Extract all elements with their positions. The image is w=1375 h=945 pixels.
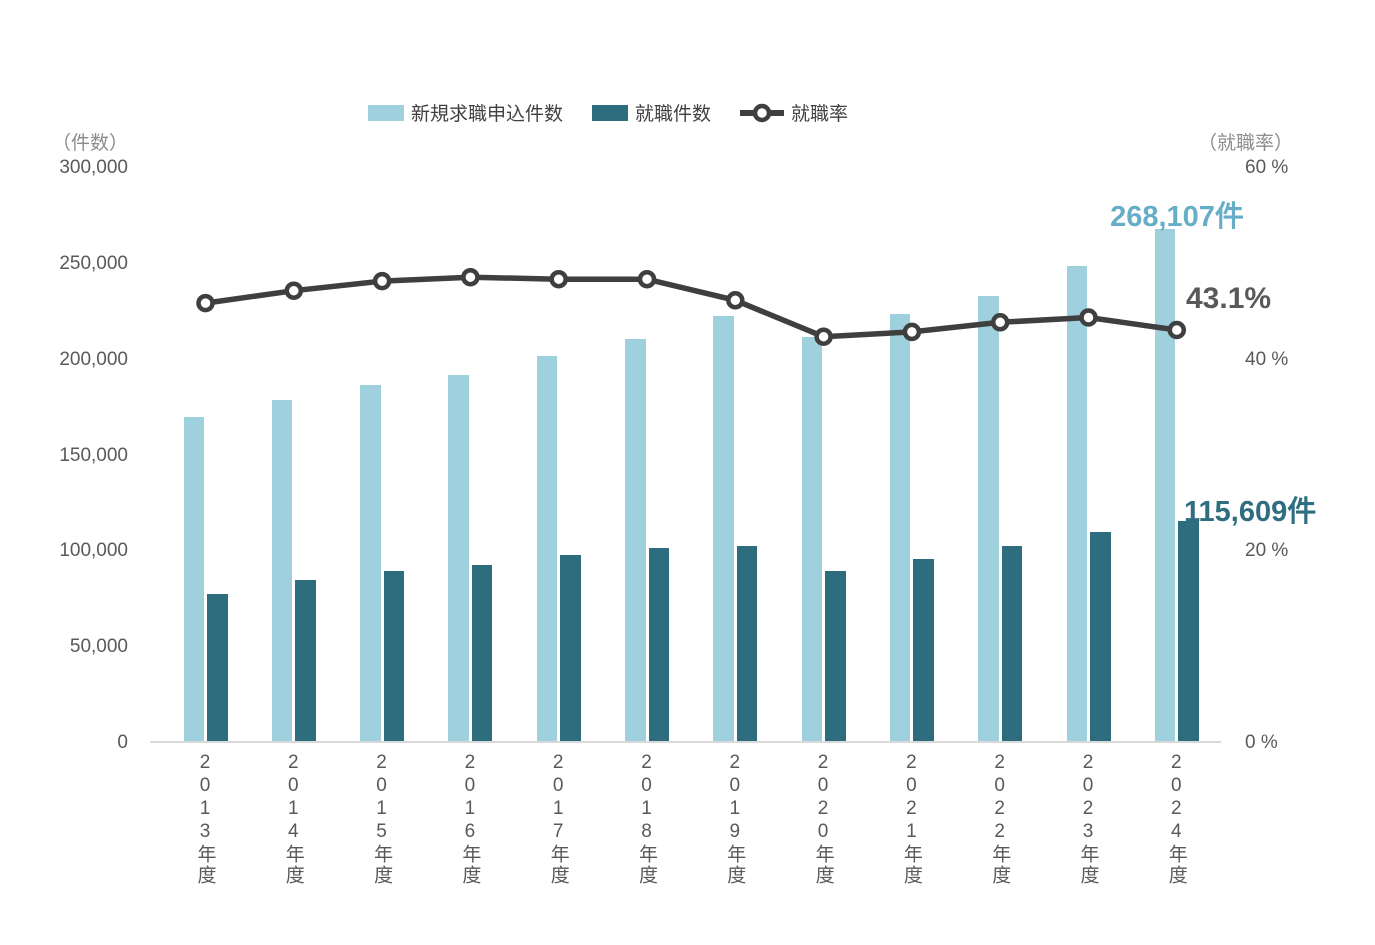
bar-applications-2014年度 bbox=[271, 399, 293, 743]
rate-line-layer bbox=[196, 267, 1187, 346]
bar-placements-2014年度 bbox=[295, 580, 316, 743]
legend-swatch-placements-icon bbox=[592, 104, 629, 121]
rate-marker-2017年度 bbox=[549, 269, 568, 289]
xlabel-2015年度: 2015年度 bbox=[371, 752, 393, 886]
bar-applications-2018年度 bbox=[625, 338, 646, 743]
xlabel-2021年度: 2021年度 bbox=[900, 752, 922, 886]
rate-marker-2018年度 bbox=[637, 269, 657, 289]
annotation-applications-2024: 268,107件 bbox=[1110, 201, 1244, 233]
bar-placements-2013年度 bbox=[207, 593, 228, 743]
legend-label-rate: 就職率 bbox=[791, 104, 849, 125]
bar-applications-2022年度 bbox=[978, 296, 999, 743]
bar-applications-2023年度 bbox=[1066, 265, 1087, 743]
rate-marker-2022年度 bbox=[990, 313, 1010, 332]
rate-marker-2021年度 bbox=[902, 322, 922, 342]
legend-label-placements: 就職件数 bbox=[635, 104, 712, 125]
rate-line bbox=[205, 274, 1178, 340]
annotation-placements-2024: 115,609件 bbox=[1184, 496, 1317, 528]
legend-swatch-applications-icon bbox=[368, 104, 404, 121]
rate-marker-2019年度 bbox=[726, 291, 745, 310]
ytick-left-2: 200,000 bbox=[59, 348, 128, 370]
x-axis-line bbox=[150, 741, 1221, 743]
bar-placements-2018年度 bbox=[648, 547, 669, 743]
ytick-left-6: 0 bbox=[117, 732, 128, 753]
xlabel-2019年度: 2019年度 bbox=[724, 752, 746, 886]
xlabel-2016年度: 2016年度 bbox=[459, 752, 481, 886]
bar-applications-2021年度 bbox=[889, 313, 911, 743]
xlabel-2018年度: 2018年度 bbox=[636, 752, 657, 886]
xlabel-2020年度: 2020年度 bbox=[812, 752, 834, 886]
ytick-right-3: 0 % bbox=[1245, 732, 1278, 753]
bar-placements-2023年度 bbox=[1090, 532, 1111, 743]
xlabel-2017年度: 2017年度 bbox=[547, 752, 569, 886]
xlabel-2013年度: 2013年度 bbox=[194, 752, 216, 886]
xlabel-2024年度: 2024年度 bbox=[1165, 752, 1187, 886]
rate-marker-2016年度 bbox=[461, 267, 480, 287]
rate-marker-2023年度 bbox=[1079, 308, 1098, 327]
rate-marker-2015年度 bbox=[372, 271, 392, 291]
xlabel-2023年度: 2023年度 bbox=[1077, 752, 1099, 886]
legend-line-marker-icon bbox=[740, 103, 785, 122]
bar-applications-2019年度 bbox=[713, 315, 734, 743]
rate-marker-2013年度 bbox=[196, 293, 215, 313]
ytick-left-1: 250,000 bbox=[59, 252, 128, 274]
ytick-right-0: 60 % bbox=[1245, 157, 1289, 178]
legend-label-applications: 新規求職申込件数 bbox=[411, 104, 564, 125]
bar-applications-2020年度 bbox=[801, 336, 823, 743]
xlabel-2014年度: 2014年度 bbox=[282, 752, 304, 886]
bar-placements-2022年度 bbox=[1001, 545, 1023, 743]
bar-placements-2024年度 bbox=[1178, 521, 1199, 743]
bar-placements-2021年度 bbox=[913, 559, 934, 743]
rate-marker-2024年度 bbox=[1167, 320, 1187, 340]
legend-item-applications: 新規求職申込件数 bbox=[368, 99, 563, 126]
legend-item-placements: 就職件数 bbox=[592, 99, 711, 126]
bar-applications-2016年度 bbox=[448, 375, 469, 743]
bar-applications-2017年度 bbox=[536, 355, 558, 743]
rate-marker-2020年度 bbox=[814, 327, 833, 346]
rate-marker-2014年度 bbox=[284, 281, 304, 300]
bar-applications-2013年度 bbox=[183, 417, 204, 743]
legend-item-rate: 就職率 bbox=[740, 99, 848, 126]
plot-area bbox=[150, 168, 1221, 743]
bar-applications-2024年度 bbox=[1154, 229, 1176, 743]
annotation-rate-2024: 43.1% bbox=[1186, 282, 1272, 315]
left-axis-unit-label: （件数） bbox=[51, 133, 128, 154]
ytick-right-1: 40 % bbox=[1245, 348, 1289, 370]
bar-placements-2019年度 bbox=[736, 545, 758, 743]
ytick-left-0: 300,000 bbox=[59, 157, 128, 178]
bar-applications-2015年度 bbox=[360, 384, 381, 743]
legend: 新規求職申込件数 就職件数 就職率 bbox=[368, 99, 848, 126]
bar-placements-2016年度 bbox=[471, 564, 493, 743]
ytick-left-4: 100,000 bbox=[59, 540, 128, 562]
bar-placements-2015年度 bbox=[383, 570, 405, 743]
right-axis-unit-label: （就職率） bbox=[1198, 133, 1294, 154]
ytick-left-3: 150,000 bbox=[59, 444, 128, 466]
bar-placements-2020年度 bbox=[825, 570, 846, 743]
xlabel-2022年度: 2022年度 bbox=[989, 752, 1011, 886]
ytick-right-2: 20 % bbox=[1245, 540, 1289, 562]
bar-placements-2017年度 bbox=[560, 555, 581, 743]
ytick-left-5: 50,000 bbox=[69, 636, 128, 658]
